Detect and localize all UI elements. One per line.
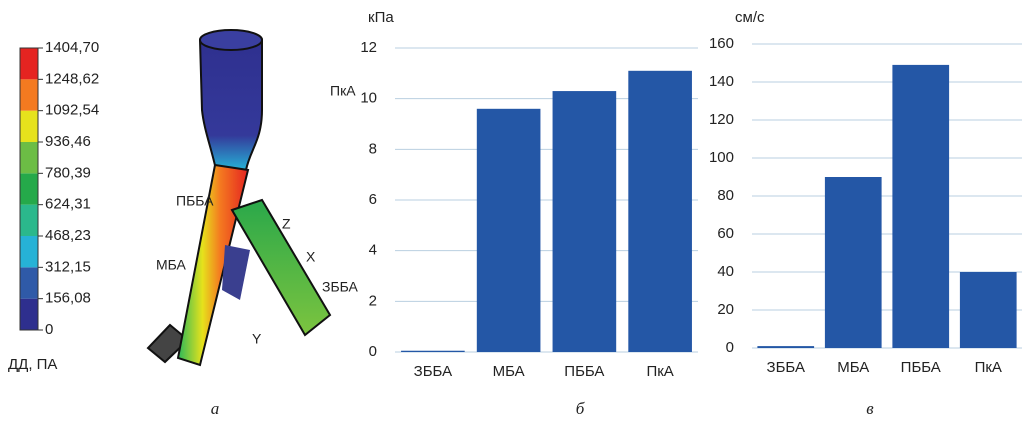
color-segment — [20, 110, 38, 143]
x-tick-label: МБА — [493, 363, 525, 380]
vessel-model — [146, 29, 332, 367]
y-tick-label: 20 — [717, 301, 734, 318]
x-tick-label: МБА — [837, 359, 869, 376]
panel-label: а — [211, 399, 220, 418]
colorbar-tick-label: 780,39 — [45, 164, 91, 181]
unit-label: кПа — [368, 9, 394, 26]
y-tick-label: 60 — [717, 225, 734, 242]
x-tick-label: ЗББА — [767, 359, 805, 376]
y-tick-label: 0 — [726, 339, 734, 356]
vessel-label: ЗББА — [322, 279, 359, 295]
colorbar-tick-label: 0 — [45, 321, 53, 338]
y-tick-label: 10 — [360, 90, 377, 107]
bar — [476, 108, 541, 352]
y-tick-label: 2 — [369, 292, 377, 309]
y-tick-label: 80 — [717, 187, 734, 204]
color-segment — [20, 236, 38, 268]
y-tick-label: 4 — [369, 242, 377, 259]
vessel-label: Y — [252, 331, 262, 347]
y-tick-label: 120 — [709, 111, 734, 128]
vessel-label: X — [306, 249, 316, 265]
colorbar-tick-label: 1092,54 — [45, 102, 99, 119]
color-segment — [20, 79, 38, 111]
y-tick-label: 6 — [369, 191, 377, 208]
colorbar-tick-label: 1248,62 — [45, 70, 99, 87]
colorbar-tick-label: 624,31 — [45, 196, 91, 213]
vessel-label: Z — [282, 216, 291, 232]
vessel-label: ПкА — [330, 83, 356, 99]
vessel-label: МБА — [156, 257, 187, 273]
panel-label: в — [866, 399, 874, 418]
color-segment — [20, 298, 38, 330]
x-tick-label: ПкА — [646, 363, 673, 380]
unit-label: см/с — [735, 9, 765, 26]
bar — [959, 272, 1017, 348]
bar — [824, 177, 882, 348]
y-tick-label: 160 — [709, 35, 734, 52]
colorbar-label: ДД, ПА — [8, 356, 57, 373]
y-tick-label: 0 — [369, 343, 377, 360]
x-tick-label: ЗББА — [414, 363, 452, 380]
colorbar-tick-label: 936,46 — [45, 133, 91, 150]
x-tick-label: ПББА — [901, 359, 941, 376]
vessel-label: ПББА — [176, 193, 214, 209]
x-tick-label: ПББА — [564, 363, 604, 380]
y-tick-label: 100 — [709, 149, 734, 166]
y-tick-label: 12 — [360, 39, 377, 56]
y-tick-label: 140 — [709, 73, 734, 90]
bar — [628, 70, 692, 353]
color-segment — [20, 48, 38, 80]
color-segment — [20, 267, 38, 299]
colorbar-tick-label: 312,15 — [45, 258, 91, 275]
bar — [757, 346, 815, 348]
colorbar-frame — [19, 47, 39, 331]
colorbar-tick-label: 468,23 — [45, 227, 91, 244]
y-tick-label: 8 — [369, 140, 377, 157]
y-tick-label: 40 — [717, 263, 734, 280]
colorbar-tick-label: 1404,70 — [45, 39, 99, 56]
color-segment — [20, 204, 38, 237]
colorbar-tick-label: 156,08 — [45, 290, 91, 307]
color-segment — [20, 173, 38, 205]
color-segment — [20, 142, 38, 174]
panel-label: б — [576, 399, 585, 418]
x-tick-label: ПкА — [975, 359, 1002, 376]
bar — [401, 350, 465, 352]
bar — [892, 64, 950, 349]
bar — [552, 91, 617, 353]
